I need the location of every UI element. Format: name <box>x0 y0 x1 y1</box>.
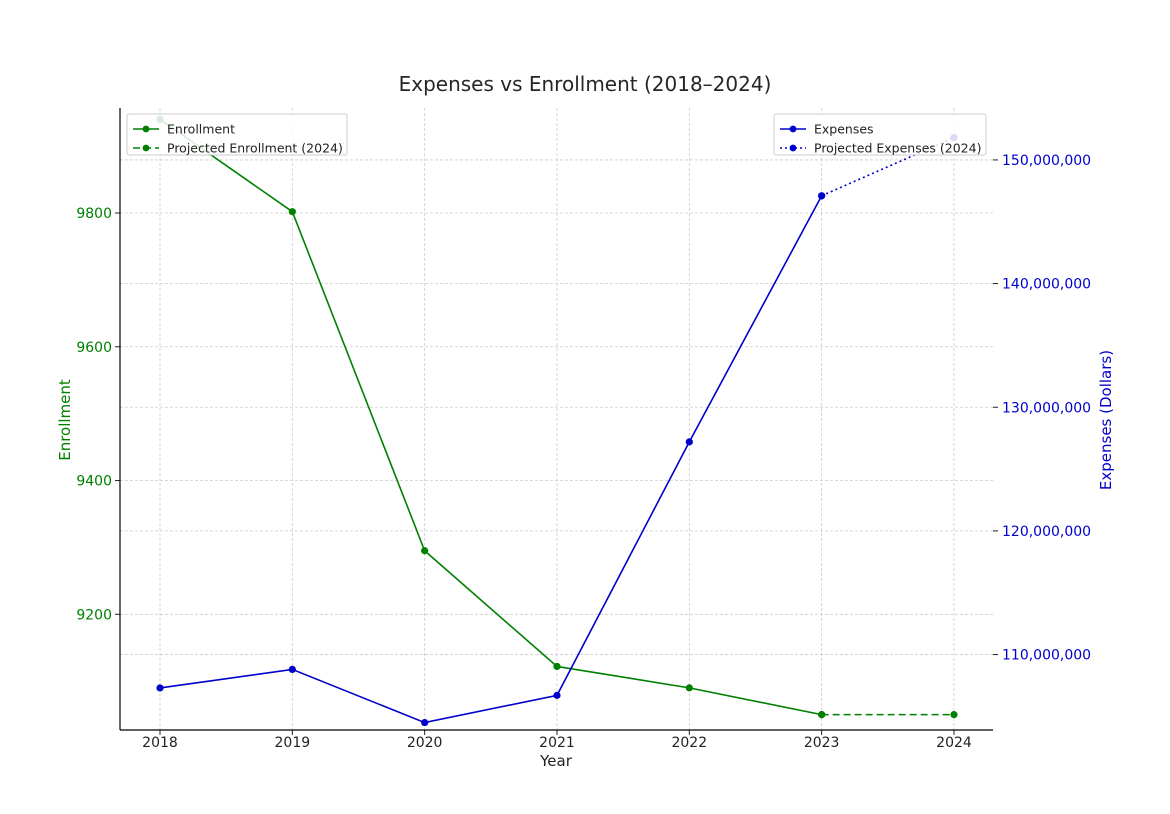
series-line-enrollment <box>159 118 822 716</box>
data-point-enrollment <box>685 684 693 692</box>
x-tick-label: 2020 <box>407 735 443 751</box>
series-line-expenses <box>159 195 823 724</box>
data-point-projected-enrollment-2024 <box>818 711 826 719</box>
y-right-tick-label: 140,000,000 <box>1002 277 1091 293</box>
data-point-expenses <box>553 691 561 699</box>
legend-left-swatch-marker <box>142 125 150 133</box>
x-tick-label: 2021 <box>539 735 575 751</box>
data-point-projected-expenses-2024 <box>818 192 826 200</box>
axes: 2018 2019 2020 2021 2022 2023 2024 9200 9400 9600… <box>76 108 1091 751</box>
grid <box>120 108 993 730</box>
legend-left-entry-label: Enrollment <box>167 122 235 137</box>
data-point-expenses <box>685 438 693 446</box>
legend-left-swatch-marker <box>142 144 150 152</box>
y-right-tick-label: 150,000,000 <box>1002 153 1091 169</box>
y-left-tick-label: 9200 <box>76 607 112 623</box>
x-tick-label: 2018 <box>142 735 178 751</box>
legend-right-entry-label: Expenses <box>814 122 874 137</box>
legend-right-entry-label: Projected Expenses (2024) <box>814 141 981 156</box>
y-right-tick-label: 120,000,000 <box>1002 524 1091 540</box>
legends: Enrollment Projected Enrollment (2024) Exp… <box>126 113 987 156</box>
legend-left-entry-label: Projected Enrollment (2024) <box>167 141 343 156</box>
y-left-tick-label: 9800 <box>76 206 112 222</box>
data-point-enrollment <box>421 547 429 555</box>
y-axis-right-label: Expenses (Dollars) <box>1097 350 1115 490</box>
legend-right-box: Expenses Projected Expenses (2024) <box>773 113 987 156</box>
y-left-tick-label: 9400 <box>76 474 112 490</box>
legend-left-frame <box>126 113 348 156</box>
chart-title: Expenses vs Enrollment (2018–2024) <box>399 72 772 96</box>
legend-right-swatch-marker <box>789 144 797 152</box>
data-point-enrollment <box>553 662 561 671</box>
data-point-expenses <box>421 718 429 727</box>
series-layer <box>156 115 958 727</box>
x-axis-label: Year <box>539 752 573 770</box>
y-right-tick-label: 110,000,000 <box>1002 648 1091 664</box>
x-tick-label: 2024 <box>936 735 972 751</box>
data-point-expenses <box>288 665 296 674</box>
data-point-expenses <box>156 684 164 692</box>
data-point-enrollment <box>288 208 296 216</box>
x-tick-label: 2019 <box>275 735 311 751</box>
x-tick-label: 2022 <box>671 735 707 751</box>
legend-left-box: Enrollment Projected Enrollment (2024) <box>126 113 348 156</box>
legend-right-swatch-marker <box>789 125 797 133</box>
data-point-projected-enrollment-2024 <box>950 711 958 719</box>
y-left-tick-label: 9600 <box>76 340 112 356</box>
x-tick-label: 2023 <box>804 735 840 751</box>
legend-right-frame <box>773 113 987 156</box>
y-right-tick-label: 130,000,000 <box>1002 400 1091 416</box>
y-axis-left-label: Enrollment <box>56 379 74 461</box>
